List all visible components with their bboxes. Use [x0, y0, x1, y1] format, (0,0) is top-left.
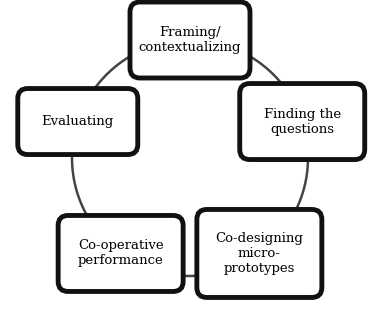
Text: Evaluating: Evaluating: [42, 115, 114, 128]
FancyBboxPatch shape: [197, 210, 322, 298]
FancyBboxPatch shape: [18, 89, 138, 155]
Text: Co-operative
performance: Co-operative performance: [78, 239, 164, 268]
FancyBboxPatch shape: [130, 2, 250, 78]
Text: Co-designing
micro-
prototypes: Co-designing micro- prototypes: [215, 232, 303, 275]
Text: Framing/
contextualizing: Framing/ contextualizing: [139, 26, 241, 54]
FancyBboxPatch shape: [58, 215, 183, 292]
Text: Finding the
questions: Finding the questions: [264, 108, 341, 136]
FancyBboxPatch shape: [240, 84, 365, 160]
